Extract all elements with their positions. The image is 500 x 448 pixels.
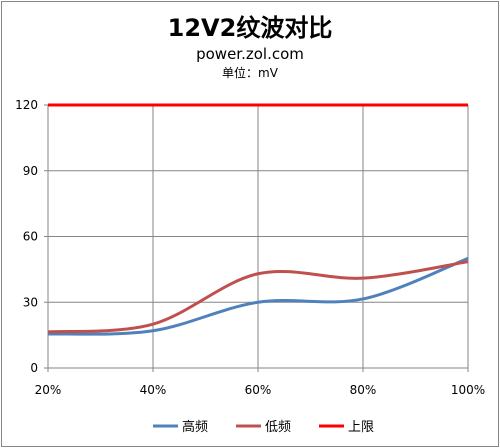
axes <box>44 104 469 372</box>
legend: 高频 低频 上限 <box>153 419 374 435</box>
legend-label-1: 高频 <box>182 419 208 435</box>
y-tick-label: 90 <box>23 164 38 178</box>
chart-unit-label: 单位：mV <box>222 66 278 80</box>
y-tick-labels: 0 30 60 90 120 <box>15 98 38 375</box>
chart-title: 12V2纹波对比 <box>167 14 333 42</box>
y-tick-label: 30 <box>23 295 38 309</box>
x-tick-labels: 20% 40% 60% 80% 100% <box>35 383 485 397</box>
legend-label-3: 上限 <box>348 420 374 435</box>
x-tick-label: 40% <box>140 383 167 397</box>
chart-subtitle: power.zol.com <box>196 45 304 63</box>
x-tick-label: 60% <box>245 383 272 397</box>
series-line-2 <box>47 260 469 334</box>
x-tick-label: 80% <box>350 383 377 397</box>
y-tick-label: 120 <box>15 98 38 112</box>
x-tick-label: 20% <box>35 383 62 397</box>
series-line-1 <box>47 257 469 336</box>
grid-lines <box>48 104 469 368</box>
y-tick-label: 0 <box>30 361 38 375</box>
series-lines <box>47 103 469 336</box>
y-tick-label: 60 <box>23 230 38 244</box>
x-tick-label: 100% <box>451 383 485 397</box>
legend-label-2: 低频 <box>265 420 291 435</box>
